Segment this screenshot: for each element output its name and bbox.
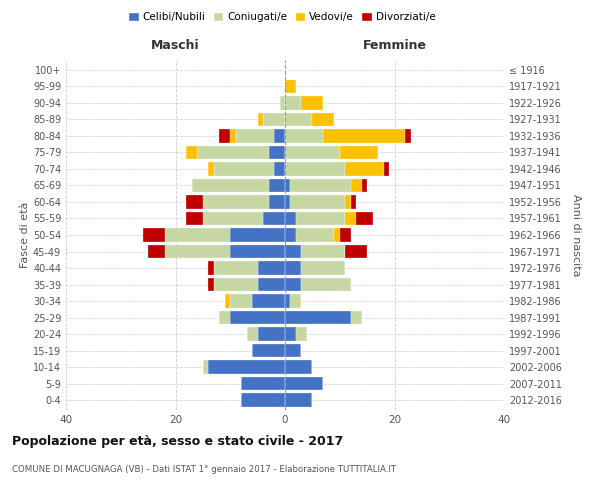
Bar <box>225 294 230 308</box>
Bar <box>285 377 323 390</box>
Bar <box>285 196 290 208</box>
Bar <box>241 394 285 406</box>
Bar <box>257 262 285 274</box>
Bar <box>285 113 313 126</box>
Y-axis label: Fasce di età: Fasce di età <box>20 202 30 268</box>
Bar <box>285 162 345 175</box>
Bar <box>220 130 230 142</box>
Bar <box>323 130 406 142</box>
Text: COMUNE DI MACUGNAGA (VB) - Dati ISTAT 1° gennaio 2017 - Elaborazione TUTTITALIA.: COMUNE DI MACUGNAGA (VB) - Dati ISTAT 1°… <box>12 465 396 474</box>
Bar <box>285 328 296 340</box>
Bar <box>345 196 351 208</box>
Bar <box>230 294 252 308</box>
Bar <box>187 212 203 225</box>
Bar <box>290 196 345 208</box>
Bar <box>356 212 373 225</box>
Bar <box>285 146 340 159</box>
Bar <box>274 162 285 175</box>
Bar <box>247 328 257 340</box>
Bar <box>285 360 313 374</box>
Bar <box>269 196 285 208</box>
Bar <box>197 146 269 159</box>
Bar <box>351 179 362 192</box>
Bar <box>164 245 230 258</box>
Bar <box>164 228 230 241</box>
Bar <box>252 294 285 308</box>
Bar <box>296 212 345 225</box>
Bar <box>301 278 351 291</box>
Bar <box>351 196 356 208</box>
Bar <box>290 294 301 308</box>
Bar <box>362 179 367 192</box>
Bar <box>351 311 362 324</box>
Bar <box>285 394 313 406</box>
Bar <box>257 113 263 126</box>
Bar <box>187 196 203 208</box>
Bar <box>285 228 296 241</box>
Bar <box>269 146 285 159</box>
Text: Maschi: Maschi <box>151 38 200 52</box>
Bar <box>285 96 301 110</box>
Y-axis label: Anni di nascita: Anni di nascita <box>571 194 581 276</box>
Bar <box>214 262 257 274</box>
Bar <box>208 278 214 291</box>
Bar <box>187 146 197 159</box>
Bar <box>220 311 230 324</box>
Bar <box>274 130 285 142</box>
Bar <box>252 344 285 357</box>
Bar <box>241 377 285 390</box>
Bar <box>340 228 350 241</box>
Bar <box>285 130 323 142</box>
Bar <box>236 130 274 142</box>
Bar <box>257 328 285 340</box>
Bar <box>383 162 389 175</box>
Bar <box>345 212 356 225</box>
Bar <box>214 278 257 291</box>
Bar <box>285 80 296 93</box>
Bar <box>296 328 307 340</box>
Bar <box>280 96 285 110</box>
Bar <box>208 360 285 374</box>
Bar <box>285 278 301 291</box>
Bar <box>192 179 269 192</box>
Bar <box>230 245 285 258</box>
Bar <box>285 245 301 258</box>
Bar <box>263 212 285 225</box>
Bar <box>285 344 301 357</box>
Bar <box>285 311 351 324</box>
Bar <box>230 130 236 142</box>
Bar <box>290 179 351 192</box>
Bar <box>285 262 301 274</box>
Bar <box>345 162 383 175</box>
Bar <box>203 212 263 225</box>
Bar <box>214 162 274 175</box>
Text: Popolazione per età, sesso e stato civile - 2017: Popolazione per età, sesso e stato civil… <box>12 435 343 448</box>
Bar <box>203 196 269 208</box>
Bar <box>301 245 345 258</box>
Bar <box>148 245 164 258</box>
Bar <box>334 228 340 241</box>
Bar <box>301 96 323 110</box>
Bar <box>143 228 164 241</box>
Bar <box>208 162 214 175</box>
Bar <box>230 228 285 241</box>
Bar <box>208 262 214 274</box>
Bar <box>203 360 208 374</box>
Bar <box>406 130 411 142</box>
Legend: Celibi/Nubili, Coniugati/e, Vedovi/e, Divorziati/e: Celibi/Nubili, Coniugati/e, Vedovi/e, Di… <box>124 8 440 26</box>
Bar <box>269 179 285 192</box>
Bar <box>345 245 367 258</box>
Bar <box>301 262 345 274</box>
Bar <box>285 212 296 225</box>
Bar <box>285 179 290 192</box>
Bar <box>340 146 378 159</box>
Text: Femmine: Femmine <box>362 38 427 52</box>
Bar <box>313 113 334 126</box>
Bar <box>230 311 285 324</box>
Bar <box>296 228 334 241</box>
Bar <box>263 113 285 126</box>
Bar <box>285 294 290 308</box>
Bar <box>257 278 285 291</box>
